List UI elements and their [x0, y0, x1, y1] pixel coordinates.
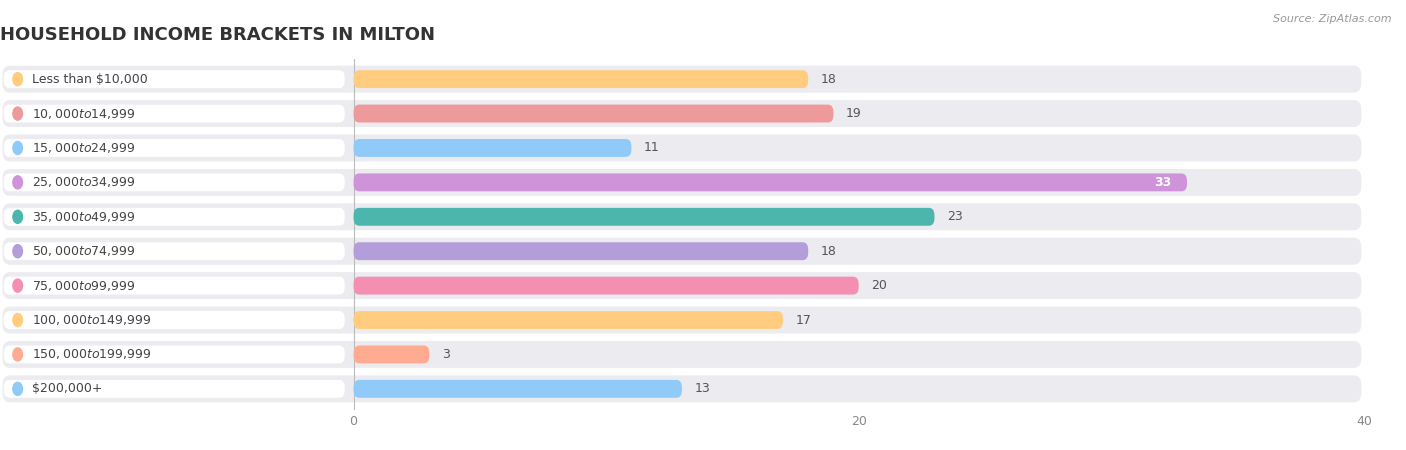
Text: 19: 19: [846, 107, 862, 120]
FancyBboxPatch shape: [4, 346, 344, 364]
Circle shape: [13, 382, 22, 396]
Circle shape: [13, 279, 22, 292]
Text: $25,000 to $34,999: $25,000 to $34,999: [31, 176, 135, 189]
FancyBboxPatch shape: [4, 277, 344, 295]
FancyBboxPatch shape: [353, 242, 808, 260]
FancyBboxPatch shape: [353, 277, 859, 295]
Circle shape: [13, 314, 22, 327]
FancyBboxPatch shape: [4, 139, 344, 157]
FancyBboxPatch shape: [3, 66, 1361, 93]
Circle shape: [13, 176, 22, 189]
FancyBboxPatch shape: [4, 311, 344, 329]
Circle shape: [13, 348, 22, 361]
Text: $50,000 to $74,999: $50,000 to $74,999: [31, 244, 135, 258]
Text: $200,000+: $200,000+: [31, 382, 103, 396]
FancyBboxPatch shape: [4, 380, 344, 398]
Text: 3: 3: [441, 348, 450, 361]
FancyBboxPatch shape: [3, 135, 1361, 162]
FancyBboxPatch shape: [353, 70, 808, 88]
Circle shape: [13, 72, 22, 86]
Text: $15,000 to $24,999: $15,000 to $24,999: [31, 141, 135, 155]
Text: 18: 18: [821, 245, 837, 258]
Text: 18: 18: [821, 72, 837, 86]
Text: $100,000 to $149,999: $100,000 to $149,999: [31, 313, 150, 327]
FancyBboxPatch shape: [3, 375, 1361, 402]
FancyBboxPatch shape: [353, 208, 935, 226]
FancyBboxPatch shape: [4, 242, 344, 260]
FancyBboxPatch shape: [3, 341, 1361, 368]
FancyBboxPatch shape: [3, 272, 1361, 299]
Text: $75,000 to $99,999: $75,000 to $99,999: [31, 279, 135, 292]
Text: 33: 33: [1154, 176, 1171, 189]
Text: 11: 11: [644, 141, 659, 154]
FancyBboxPatch shape: [353, 346, 429, 364]
Circle shape: [13, 210, 22, 223]
Text: Source: ZipAtlas.com: Source: ZipAtlas.com: [1274, 14, 1392, 23]
Text: $35,000 to $49,999: $35,000 to $49,999: [31, 210, 135, 224]
Circle shape: [13, 141, 22, 154]
FancyBboxPatch shape: [3, 203, 1361, 230]
Circle shape: [13, 245, 22, 258]
FancyBboxPatch shape: [3, 100, 1361, 127]
FancyBboxPatch shape: [4, 208, 344, 226]
Text: Less than $10,000: Less than $10,000: [31, 72, 148, 86]
Text: 13: 13: [695, 382, 710, 396]
FancyBboxPatch shape: [4, 173, 344, 191]
Text: $10,000 to $14,999: $10,000 to $14,999: [31, 107, 135, 121]
Circle shape: [13, 107, 22, 120]
Text: 23: 23: [948, 210, 963, 223]
Text: HOUSEHOLD INCOME BRACKETS IN MILTON: HOUSEHOLD INCOME BRACKETS IN MILTON: [0, 27, 434, 45]
FancyBboxPatch shape: [3, 306, 1361, 333]
Text: 20: 20: [872, 279, 887, 292]
FancyBboxPatch shape: [4, 70, 344, 88]
Text: 17: 17: [796, 314, 811, 327]
FancyBboxPatch shape: [3, 238, 1361, 265]
FancyBboxPatch shape: [353, 311, 783, 329]
FancyBboxPatch shape: [353, 380, 682, 398]
FancyBboxPatch shape: [353, 173, 1187, 191]
FancyBboxPatch shape: [4, 104, 344, 122]
FancyBboxPatch shape: [3, 169, 1361, 196]
FancyBboxPatch shape: [353, 104, 834, 122]
Text: $150,000 to $199,999: $150,000 to $199,999: [31, 347, 150, 361]
FancyBboxPatch shape: [353, 139, 631, 157]
